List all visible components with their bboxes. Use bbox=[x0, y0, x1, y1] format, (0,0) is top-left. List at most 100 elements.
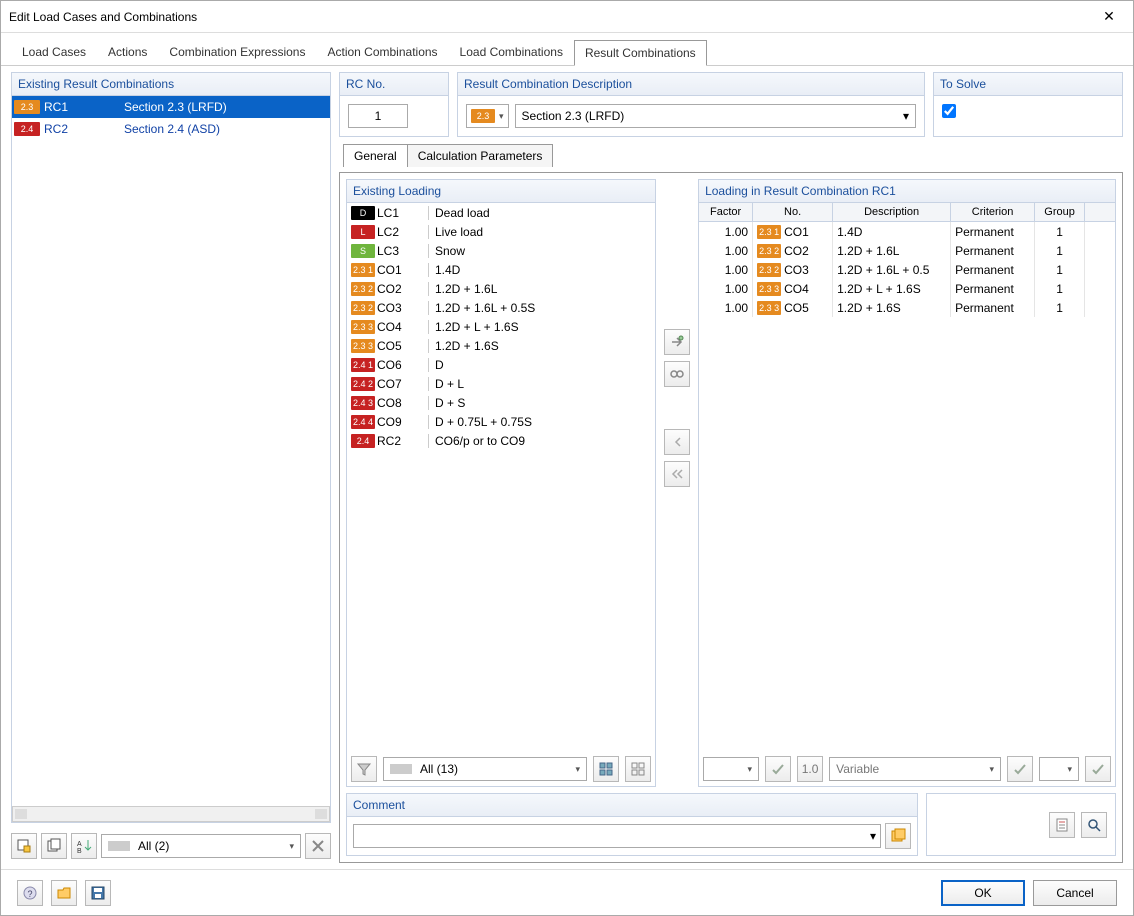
existing-loading-row[interactable]: 2.3 2CO31.2D + 1.6L + 0.5S bbox=[347, 298, 655, 317]
filter-icon[interactable] bbox=[351, 756, 377, 782]
delete-icon[interactable] bbox=[305, 833, 331, 859]
subtab-general[interactable]: General bbox=[343, 144, 408, 167]
desc-badge: 2.3 bbox=[471, 109, 495, 123]
rc-row[interactable]: 2.3RC1Section 2.3 (LRFD) bbox=[12, 96, 330, 118]
transfer-buttons bbox=[660, 179, 694, 787]
loading-in-rc-panel: Loading in Result Combination RC1 Factor… bbox=[698, 179, 1116, 787]
rc-no-panel: RC No. bbox=[339, 72, 449, 137]
factor-no-dropdown[interactable]: ▾ bbox=[703, 757, 759, 781]
rc-list: 2.3RC1Section 2.3 (LRFD)2.4RC2Section 2.… bbox=[12, 96, 330, 804]
comment-input[interactable]: ▾ bbox=[353, 824, 881, 848]
cancel-button[interactable]: Cancel bbox=[1033, 880, 1117, 906]
existing-loading-row[interactable]: 2.3 2CO21.2D + 1.6L bbox=[347, 279, 655, 298]
deselect-all-icon[interactable] bbox=[625, 756, 651, 782]
tab-result-combinations[interactable]: Result Combinations bbox=[574, 40, 707, 66]
apply-group-icon[interactable] bbox=[1085, 756, 1111, 782]
sort-icon[interactable]: AB bbox=[71, 833, 97, 859]
svg-text:A: A bbox=[77, 841, 82, 848]
loading-area: Existing Loading DLC1Dead loadLLC2Live l… bbox=[346, 179, 1116, 787]
loading-col-header[interactable]: Criterion bbox=[951, 203, 1035, 221]
existing-loading-row[interactable]: SLC3Snow bbox=[347, 241, 655, 260]
loading-table-body[interactable]: 1.002.3 1CO11.4DPermanent11.002.3 2CO21.… bbox=[699, 222, 1115, 752]
existing-rc-title: Existing Result Combinations bbox=[12, 73, 330, 96]
loading-row[interactable]: 1.002.3 3CO41.2D + L + 1.6SPermanent1 bbox=[699, 279, 1115, 298]
comment-library-icon[interactable] bbox=[885, 823, 911, 849]
desc-category-dropdown[interactable]: 2.3 ▾ bbox=[466, 104, 509, 128]
new-icon[interactable] bbox=[11, 833, 37, 859]
loading-col-header[interactable]: Factor bbox=[699, 203, 753, 221]
factor-value: 1.0 bbox=[797, 756, 823, 782]
zoom-icon[interactable] bbox=[1081, 812, 1107, 838]
existing-loading-panel: Existing Loading DLC1Dead loadLLC2Live l… bbox=[346, 179, 656, 787]
add-right-icon[interactable] bbox=[664, 329, 690, 355]
window-title: Edit Load Cases and Combinations bbox=[9, 10, 1093, 24]
tab-action-combinations[interactable]: Action Combinations bbox=[316, 39, 448, 65]
left-column: Existing Result Combinations 2.3RC1Secti… bbox=[11, 72, 331, 863]
rc-no-input[interactable] bbox=[348, 104, 408, 128]
help-icon[interactable]: ? bbox=[17, 880, 43, 906]
comment-panel: Comment ▾ bbox=[346, 793, 918, 856]
desc-value-dropdown[interactable]: Section 2.3 (LRFD)▾ bbox=[515, 104, 916, 128]
right-column: RC No. Result Combination Description 2.… bbox=[339, 72, 1123, 863]
loading-row[interactable]: 1.002.3 2CO21.2D + 1.6LPermanent1 bbox=[699, 241, 1115, 260]
existing-loading-row[interactable]: DLC1Dead load bbox=[347, 203, 655, 222]
apply-criterion-icon[interactable] bbox=[1007, 756, 1033, 782]
svg-text:?: ? bbox=[28, 889, 33, 899]
loading-row[interactable]: 1.002.3 1CO11.4DPermanent1 bbox=[699, 222, 1115, 241]
loading-table-header: FactorNo.DescriptionCriterionGroup bbox=[699, 203, 1115, 222]
horizontal-scrollbar[interactable] bbox=[12, 806, 330, 822]
subtab-calculation-parameters[interactable]: Calculation Parameters bbox=[407, 144, 554, 167]
existing-loading-row[interactable]: 2.4 2CO7D + L bbox=[347, 374, 655, 393]
existing-loading-list[interactable]: DLC1Dead loadLLC2Live loadSLC3Snow2.3 1C… bbox=[347, 203, 655, 752]
group-dropdown[interactable]: ▾ bbox=[1039, 757, 1079, 781]
to-solve-checkbox[interactable] bbox=[942, 104, 956, 118]
existing-loading-row[interactable]: 2.3 3CO51.2D + 1.6S bbox=[347, 336, 655, 355]
existing-loading-row[interactable]: 2.4RC2CO6/p or to CO9 bbox=[347, 431, 655, 450]
loading-col-header[interactable]: Description bbox=[833, 203, 951, 221]
dialog-window: Edit Load Cases and Combinations ✕ Load … bbox=[0, 0, 1134, 916]
rc-row[interactable]: 2.4RC2Section 2.4 (ASD) bbox=[12, 118, 330, 140]
copy-icon[interactable] bbox=[41, 833, 67, 859]
loading-row[interactable]: 1.002.3 2CO31.2D + 1.6L + 0.5Permanent1 bbox=[699, 260, 1115, 279]
loading-col-header[interactable]: No. bbox=[753, 203, 833, 221]
main-tabs: Load CasesActionsCombination Expressions… bbox=[1, 33, 1133, 66]
apply-factor-icon[interactable] bbox=[765, 756, 791, 782]
dialog-body: Existing Result Combinations 2.3RC1Secti… bbox=[1, 66, 1133, 869]
report-icon[interactable] bbox=[1049, 812, 1075, 838]
rc-desc-panel: Result Combination Description 2.3 ▾ Sec… bbox=[457, 72, 925, 137]
comment-row: Comment ▾ bbox=[346, 793, 1116, 856]
tab-load-combinations[interactable]: Load Combinations bbox=[449, 39, 574, 65]
footer: ? OK Cancel bbox=[1, 869, 1133, 915]
select-all-icon[interactable] bbox=[593, 756, 619, 782]
existing-loading-title: Existing Loading bbox=[347, 180, 655, 203]
remove-all-left-icon[interactable] bbox=[664, 461, 690, 487]
loading-col-header[interactable]: Group bbox=[1035, 203, 1085, 221]
left-toolbar: AB All (2)▾ bbox=[11, 829, 331, 863]
existing-loading-row[interactable]: 2.4 4CO9D + 0.75L + 0.75S bbox=[347, 412, 655, 431]
tab-actions[interactable]: Actions bbox=[97, 39, 158, 65]
tab-load-cases[interactable]: Load Cases bbox=[11, 39, 97, 65]
existing-rc-panel: Existing Result Combinations 2.3RC1Secti… bbox=[11, 72, 331, 823]
tab-combination-expressions[interactable]: Combination Expressions bbox=[158, 39, 316, 65]
titlebar: Edit Load Cases and Combinations ✕ bbox=[1, 1, 1133, 33]
existing-loading-row[interactable]: 2.3 3CO41.2D + L + 1.6S bbox=[347, 317, 655, 336]
existing-loading-row[interactable]: LLC2Live load bbox=[347, 222, 655, 241]
open-icon[interactable] bbox=[51, 880, 77, 906]
close-icon[interactable]: ✕ bbox=[1093, 8, 1125, 25]
existing-loading-row[interactable]: 2.4 3CO8D + S bbox=[347, 393, 655, 412]
existing-filter-dropdown[interactable]: All (13)▾ bbox=[383, 757, 587, 781]
remove-left-icon[interactable] bbox=[664, 429, 690, 455]
top-row: RC No. Result Combination Description 2.… bbox=[339, 72, 1123, 137]
loading-row[interactable]: 1.002.3 3CO51.2D + 1.6SPermanent1 bbox=[699, 298, 1115, 317]
existing-loading-row[interactable]: 2.4 1CO6D bbox=[347, 355, 655, 374]
preview-panel bbox=[926, 793, 1116, 856]
add-link-icon[interactable] bbox=[664, 361, 690, 387]
rc-desc-title: Result Combination Description bbox=[458, 73, 924, 96]
existing-loading-row[interactable]: 2.3 1CO11.4D bbox=[347, 260, 655, 279]
svg-text:B: B bbox=[77, 848, 82, 854]
criterion-dropdown[interactable]: Variable▾ bbox=[829, 757, 1001, 781]
left-filter-dropdown[interactable]: All (2)▾ bbox=[101, 834, 301, 858]
ok-button[interactable]: OK bbox=[941, 880, 1025, 906]
save-icon[interactable] bbox=[85, 880, 111, 906]
subtabs: GeneralCalculation Parameters bbox=[339, 144, 1123, 167]
